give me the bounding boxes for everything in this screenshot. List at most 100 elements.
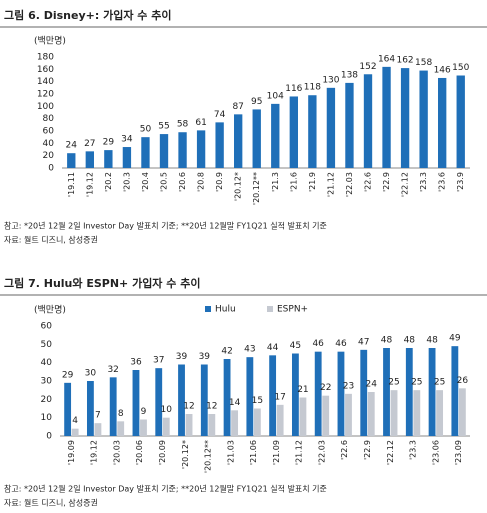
y-tick-label: 20 xyxy=(43,151,55,161)
x-tick-label: '23.09 xyxy=(454,440,463,465)
y-tick-label: 100 xyxy=(37,102,54,112)
value-label: 12 xyxy=(206,402,217,412)
x-tick-label: '23.9 xyxy=(456,172,465,192)
bar xyxy=(132,370,140,436)
y-tick-label: 60 xyxy=(43,127,55,137)
bar xyxy=(382,66,391,168)
y-tick-label: 30 xyxy=(41,377,53,387)
x-tick-label: '21.6 xyxy=(289,172,298,192)
y-tick-label: 60 xyxy=(41,322,53,332)
x-tick-label: '20.3 xyxy=(122,172,131,192)
legend-label: Hulu xyxy=(215,305,236,315)
bar xyxy=(155,368,163,436)
value-label: 48 xyxy=(381,336,393,346)
value-label: 22 xyxy=(320,383,331,393)
bar xyxy=(360,349,368,436)
bar xyxy=(363,74,373,168)
x-tick-label: '21.09 xyxy=(272,440,281,465)
bar xyxy=(436,390,444,436)
bar xyxy=(159,134,169,168)
value-label: 50 xyxy=(140,125,152,135)
value-label: 130 xyxy=(322,75,339,85)
bar xyxy=(215,122,224,168)
x-tick-label: '20.6 xyxy=(178,172,187,192)
x-tick-label: '21.3 xyxy=(271,172,280,192)
bar xyxy=(400,68,410,168)
bar xyxy=(117,421,125,436)
x-tick-label: '20.4 xyxy=(141,172,150,192)
y-tick-label: 20 xyxy=(41,395,53,405)
bar xyxy=(140,419,147,436)
x-tick-label: '20.12** xyxy=(204,440,213,473)
value-label: 25 xyxy=(388,378,399,388)
value-label: 152 xyxy=(359,62,376,72)
bar xyxy=(428,348,436,436)
value-label: 46 xyxy=(312,339,324,349)
x-tick-label: '19.11 xyxy=(67,172,76,197)
legend-swatch xyxy=(205,306,211,312)
x-tick-label: '21.12 xyxy=(326,172,335,197)
value-label: 10 xyxy=(161,405,173,415)
value-label: 29 xyxy=(103,138,115,148)
bar xyxy=(200,364,208,436)
value-label: 8 xyxy=(118,409,124,419)
value-label: 14 xyxy=(229,398,241,408)
bar xyxy=(85,151,94,168)
chart-title: 그림 6. Disney+: 가입자 수 추이 xyxy=(4,8,171,22)
bar xyxy=(271,103,280,168)
x-tick-label: '23.06 xyxy=(431,440,440,465)
x-tick-label: '22.6 xyxy=(340,440,349,460)
bar xyxy=(390,390,398,436)
bar xyxy=(162,417,170,436)
x-tick-label: '20.2 xyxy=(104,172,113,192)
bar xyxy=(405,348,413,436)
x-tick-label: '22.03 xyxy=(317,440,326,465)
x-tick-label: '21.06 xyxy=(249,440,258,465)
x-tick-label: '20.12** xyxy=(252,172,261,205)
value-label: 104 xyxy=(267,91,284,101)
x-tick-label: '19.12 xyxy=(90,440,99,465)
value-label: 26 xyxy=(457,376,469,386)
x-tick-label: '19.12 xyxy=(85,172,94,197)
bar xyxy=(86,381,94,436)
value-label: 17 xyxy=(274,392,285,402)
bar xyxy=(456,75,465,168)
bar xyxy=(326,87,336,168)
value-label: 164 xyxy=(378,54,395,64)
value-label: 15 xyxy=(252,396,263,406)
value-label: 24 xyxy=(366,380,378,390)
bar xyxy=(141,137,150,168)
bar xyxy=(419,70,428,168)
x-tick-label: '20.12* xyxy=(234,172,243,201)
value-label: 30 xyxy=(85,369,97,379)
bar xyxy=(276,404,284,436)
y-tick-label: 40 xyxy=(43,139,55,149)
x-tick-label: '22.12 xyxy=(401,172,410,197)
value-label: 44 xyxy=(267,343,279,353)
value-label: 146 xyxy=(434,65,451,75)
source: 자료: 월트 디즈니, 삼성증권 xyxy=(4,235,98,245)
bar xyxy=(64,382,72,436)
bar xyxy=(291,353,299,436)
value-label: 39 xyxy=(176,352,188,362)
x-tick-label: '20.8 xyxy=(197,172,206,192)
x-tick-label: '23.3 xyxy=(419,172,428,192)
x-tick-label: '20.9 xyxy=(215,172,224,192)
value-label: 9 xyxy=(141,407,147,417)
bar xyxy=(178,364,185,436)
value-label: 29 xyxy=(62,370,74,380)
value-label: 7 xyxy=(95,411,101,421)
y-tick-label: 0 xyxy=(46,432,52,442)
legend-label: ESPN+ xyxy=(277,305,308,315)
bar xyxy=(223,359,231,436)
value-label: 58 xyxy=(177,120,189,130)
x-tick-label: '20.03 xyxy=(112,440,121,465)
value-label: 61 xyxy=(195,118,206,128)
bar xyxy=(367,392,375,436)
value-label: 74 xyxy=(214,110,226,120)
y-tick-label: 0 xyxy=(48,164,54,174)
legend-swatch xyxy=(267,306,273,312)
bar xyxy=(178,132,187,168)
value-label: 116 xyxy=(285,84,302,94)
bar xyxy=(104,150,113,168)
